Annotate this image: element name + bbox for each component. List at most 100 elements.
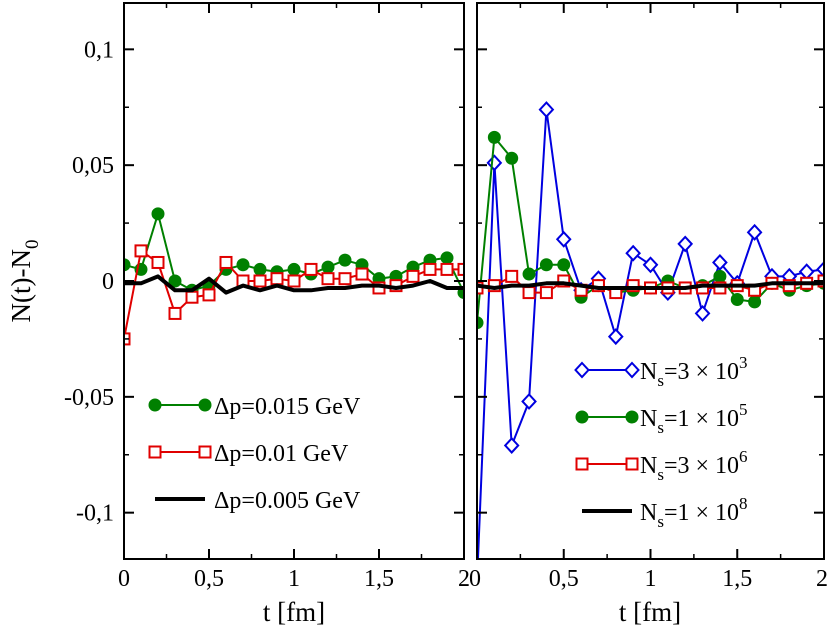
left-series-layer: [124, 207, 464, 346]
right-legend-item-1-label: Ns=1 × 105: [640, 400, 748, 437]
right-series-0-point: [607, 328, 624, 346]
left-series-0-point: [236, 258, 250, 272]
left-x-tick-label: 1: [288, 566, 300, 592]
right-legend-item-0: Ns=3 × 103: [574, 353, 748, 390]
right-legend-item-3-label: Ns=1 × 108: [640, 494, 748, 531]
left-series-1-point: [168, 306, 182, 320]
left-series-1-point: [151, 255, 165, 269]
left-x-axis-label: t [fm]: [263, 597, 325, 627]
right-series-2-point: [522, 286, 536, 300]
y-axis-label: N(t)-N0: [6, 240, 43, 323]
left-series-2-line: [124, 274, 464, 295]
right-series-0-point: [816, 260, 824, 278]
y-tick-label: 0,1: [84, 37, 114, 63]
right-series-1-point: [539, 258, 553, 272]
right-series-0-point: [538, 101, 555, 119]
left-series-1-point: [219, 255, 233, 269]
left-series-1-point: [423, 262, 437, 276]
right-series-2-point: [713, 281, 727, 295]
right-series-1-point: [505, 151, 519, 165]
right-legend-item-2: Ns=3 × 106: [575, 447, 748, 484]
right-series-1-point: [713, 269, 727, 283]
left-series-0-point: [124, 258, 131, 272]
right-series-layer: [477, 101, 824, 559]
right-legend-item-2-marker-end: [625, 457, 639, 471]
left-panel: 0 0,5 1 1,5 20,10,050-0,05-0,1 Δp=0.015 GeVΔ…: [6, 2, 470, 627]
right-legend-item-1-marker-end: [625, 410, 639, 424]
right-series-0-point: [677, 235, 694, 253]
right-legend-item-2-marker-start: [575, 457, 589, 471]
right-series-1-point: [487, 130, 501, 144]
left-x-tick-label: 2: [458, 566, 470, 592]
left-x-tick-label: 0,5: [194, 566, 224, 592]
left-series-0-point: [287, 262, 301, 276]
right-x-axis-label: t [fm]: [619, 597, 681, 627]
left-series-1-point: [338, 272, 352, 286]
right-series-0-point: [486, 154, 503, 172]
right-x-tick-label: 2: [816, 566, 828, 592]
right-series-1-point: [522, 267, 536, 281]
left-legend-item-0: Δp=0.015 GeV: [148, 394, 361, 420]
left-series-0-point: [440, 251, 454, 265]
left-legend-item-0-marker-start: [148, 398, 162, 412]
left-series-1-point: [134, 244, 148, 258]
right-series-2-point: [539, 286, 553, 300]
right-legend: Ns=3 × 103 Ns=1 × 105 Ns=3 × 106 Ns=1 × 108: [574, 353, 748, 531]
right-series-2-point: [626, 279, 640, 293]
left-series-0-point: [321, 260, 335, 274]
left-legend-item-1-marker-start: [148, 445, 162, 459]
left-legend-item-1: Δp=0.01 GeV: [148, 441, 349, 467]
right-x-tick-label: 0: [469, 566, 481, 592]
right-series-0-point: [712, 253, 728, 271]
left-legend-item-1-label: Δp=0.01 GeV: [214, 441, 349, 467]
left-series-1-point: [287, 274, 301, 288]
y-tick-label: -0,05: [64, 385, 114, 411]
left-series-1-point: [202, 288, 216, 302]
left-series-1-point: [253, 274, 267, 288]
y-tick-label: -0,1: [76, 501, 114, 527]
right-series-1-point: [730, 293, 744, 307]
left-series-1-point: [406, 269, 420, 283]
left-series-1-point: [440, 262, 454, 276]
left-series-1-point: [185, 290, 199, 304]
right-series-2-point: [505, 269, 519, 283]
right-series-0-point: [521, 392, 537, 410]
right-series-0-point: [642, 256, 659, 274]
right-x-tick-label: 1,5: [722, 566, 752, 592]
right-series-0-point: [746, 223, 763, 241]
right-series-0-point: [503, 437, 520, 454]
right-legend-item-1: Ns=1 × 105: [575, 400, 748, 437]
left-legend: Δp=0.015 GeV Δp=0.01 GeV Δp=0.005 GeV: [148, 394, 361, 514]
left-series-1-point: [355, 267, 369, 281]
left-x-tick-label: 0: [118, 566, 130, 592]
left-series-1-point: [457, 262, 464, 276]
left-series-0-point: [253, 262, 267, 276]
right-legend-item-1-marker-start: [575, 410, 589, 424]
right-legend-item-0-marker-start: [574, 361, 590, 379]
left-series-1-point: [321, 272, 335, 286]
left-legend-item-0-marker-end: [198, 398, 212, 412]
y-tick-label: 0,05: [72, 153, 114, 179]
right-x-tick-label: 0,5: [549, 566, 579, 592]
right-legend-item-2-label: Ns=3 × 106: [640, 447, 748, 484]
right-series-2-point: [782, 279, 796, 293]
left-legend-item-1-marker-end: [198, 445, 212, 459]
y-tick-label: 0: [102, 269, 114, 295]
right-panel: 0 0,5 1 1,5 2 Ns=3 × 103 Ns=1 × 105 Ns=3 × 106…: [469, 2, 828, 627]
right-series-3-line: [477, 281, 824, 290]
right-x-tick-label: 1: [645, 566, 657, 592]
right-series-0-point: [798, 263, 815, 281]
right-series-0-point: [694, 304, 711, 322]
left-series-0-point: [151, 207, 165, 221]
right-legend-item-0-label: Ns=3 × 103: [640, 353, 748, 390]
right-series-0-point: [625, 244, 642, 262]
right-legend-item-0-marker-end: [624, 361, 640, 379]
right-series-1-point: [557, 258, 571, 272]
right-series-1-point: [477, 316, 484, 330]
right-series-0-point: [555, 230, 572, 248]
left-legend-item-2-label: Δp=0.005 GeV: [214, 488, 361, 514]
left-ticks: 0 0,5 1 1,5 2 0,1 0,05 0 -0,05 -0,1: [64, 3, 470, 592]
left-series-0-point: [338, 253, 352, 267]
left-legend-item-0-label: Δp=0.015 GeV: [214, 394, 361, 420]
